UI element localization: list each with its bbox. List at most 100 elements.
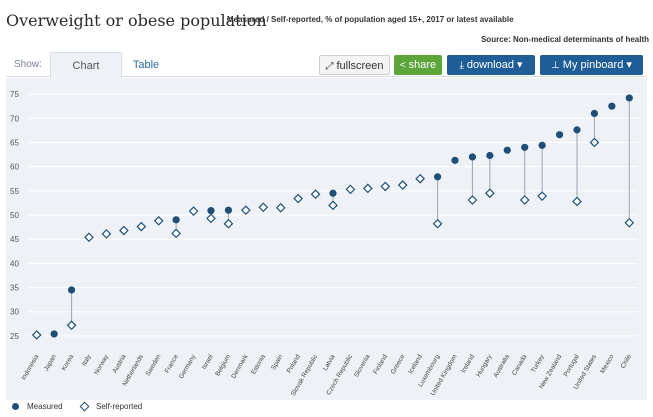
x-tick-label: Canada xyxy=(511,353,529,377)
x-tick-label: Iceland xyxy=(407,353,424,375)
self-reported-point xyxy=(432,218,443,229)
x-tick-label: Spain xyxy=(270,353,285,371)
show-label: Show: xyxy=(14,59,42,70)
self-reported-point xyxy=(345,184,356,195)
pin-icon: ⊥ xyxy=(551,60,560,71)
pinboard-label: My pinboard ▾ xyxy=(562,59,632,71)
self-reported-point xyxy=(31,330,42,340)
measured-point xyxy=(207,207,215,215)
chart-area: 25 30 35 40 45 50 55 60 65 70 75 Indonesia Japan Kore… xyxy=(6,78,647,400)
self-reported-point xyxy=(380,181,391,192)
self-reported-marker-icon xyxy=(79,401,90,412)
legend-item-self-reported[interactable]: Self-reported xyxy=(79,401,143,412)
x-tick-label: Denmark xyxy=(230,353,250,380)
y-tick-label: 35 xyxy=(10,284,19,293)
legend-label-self-reported: Self-reported xyxy=(96,402,143,411)
y-tick-label: 70 xyxy=(10,114,19,123)
x-tick-label: Israel xyxy=(201,353,215,371)
x-tick-label: Hungary xyxy=(475,353,494,378)
measured-point xyxy=(433,173,442,181)
fullscreen-label: fullscreen xyxy=(336,60,384,72)
x-tick-label: Italy xyxy=(81,353,93,367)
measured-point xyxy=(67,286,76,294)
measured-point xyxy=(625,94,633,102)
self-reported-point xyxy=(223,218,234,229)
fullscreen-button[interactable]: ⤢ fullscreen xyxy=(319,55,390,75)
download-button[interactable]: ⤓ download ▾ xyxy=(447,55,535,75)
self-reported-point xyxy=(589,137,600,148)
x-tick-label: Norway xyxy=(93,353,110,376)
y-tick-label: 60 xyxy=(10,163,19,172)
measured-point xyxy=(172,216,180,224)
x-tick-label: France xyxy=(164,353,180,374)
legend-item-measured[interactable]: Measured xyxy=(12,402,63,411)
measured-point xyxy=(555,131,564,139)
self-reported-point xyxy=(206,213,216,224)
y-tick-label: 45 xyxy=(10,235,19,244)
x-tick-label: Slovenia xyxy=(353,353,372,378)
self-reported-point xyxy=(363,183,373,194)
chart-title: Overweight or obese population xyxy=(6,11,267,30)
self-reported-point xyxy=(467,195,478,205)
measured-point xyxy=(329,189,337,197)
toolbar: Show: Chart Table ⤢ fullscreen < share ⤓ do… xyxy=(6,52,647,78)
chart-subtitle: Measured / Self-reported, % of populatio… xyxy=(227,15,514,24)
self-reported-point xyxy=(171,228,181,239)
tab-table[interactable]: Table xyxy=(132,59,160,71)
y-tick-label: 50 xyxy=(10,211,19,220)
share-icon: < xyxy=(399,60,406,71)
measured-point xyxy=(503,146,511,154)
self-reported-point xyxy=(519,195,530,205)
y-tick-label: 65 xyxy=(10,138,19,147)
tab-chart[interactable]: Chart xyxy=(50,52,122,78)
self-reported-point xyxy=(572,196,582,207)
y-tick-label: 55 xyxy=(10,187,19,196)
x-tick-label: Germany xyxy=(178,353,198,380)
x-tick-label: Indonesia xyxy=(20,353,40,381)
x-tick-label: Japan xyxy=(43,353,58,372)
self-reported-point xyxy=(397,180,408,190)
x-tick-label: Belgium xyxy=(214,354,232,378)
x-tick-label: Poland xyxy=(286,353,302,374)
pinboard-button[interactable]: ⊥ My pinboard ▾ xyxy=(540,55,643,75)
x-tick-label: Australia xyxy=(492,353,511,379)
x-tick-label: Mexico xyxy=(599,353,616,375)
measured-point xyxy=(590,109,599,118)
x-tick-label: Austria xyxy=(111,353,127,374)
self-reported-point xyxy=(275,202,286,213)
x-tick-label: Sweden xyxy=(145,353,163,377)
x-tick-label: Latvia xyxy=(322,353,337,372)
download-icon: ⤓ xyxy=(459,60,464,71)
measured-marker-icon xyxy=(12,403,19,411)
self-reported-point xyxy=(415,173,425,184)
measured-point xyxy=(468,153,477,161)
x-tick-label: Estonia xyxy=(250,353,267,376)
x-tick-label: Greece xyxy=(390,353,407,375)
self-reported-point xyxy=(136,221,147,232)
y-tick-label: 75 xyxy=(10,90,19,99)
x-tick-label: Korea xyxy=(61,353,76,372)
x-tick-label: Portugal xyxy=(563,353,581,378)
self-reported-point xyxy=(188,206,199,216)
legend-label-measured: Measured xyxy=(27,402,63,411)
x-tick-label: Turkey xyxy=(530,353,546,374)
self-reported-point xyxy=(84,232,94,243)
x-tick-label: Finland xyxy=(372,353,389,375)
self-reported-point xyxy=(241,205,251,216)
self-reported-point xyxy=(537,191,547,201)
y-tick-label: 30 xyxy=(10,308,19,317)
self-reported-point xyxy=(310,189,321,200)
share-button[interactable]: < share xyxy=(394,55,442,75)
self-reported-point xyxy=(624,217,635,228)
expand-icon: ⤢ xyxy=(325,61,334,72)
y-tick-label: 40 xyxy=(10,259,19,268)
y-tick-label: 25 xyxy=(10,332,19,341)
measured-point xyxy=(451,156,459,164)
measured-point xyxy=(608,102,616,110)
scatter-chart: 25 30 35 40 45 50 55 60 65 70 75 Indonesia Japan Kore… xyxy=(10,90,638,397)
measured-point xyxy=(50,330,58,338)
share-label: share xyxy=(408,59,437,71)
self-reported-point xyxy=(328,200,338,211)
measured-point xyxy=(486,151,494,160)
self-reported-point xyxy=(101,229,112,239)
